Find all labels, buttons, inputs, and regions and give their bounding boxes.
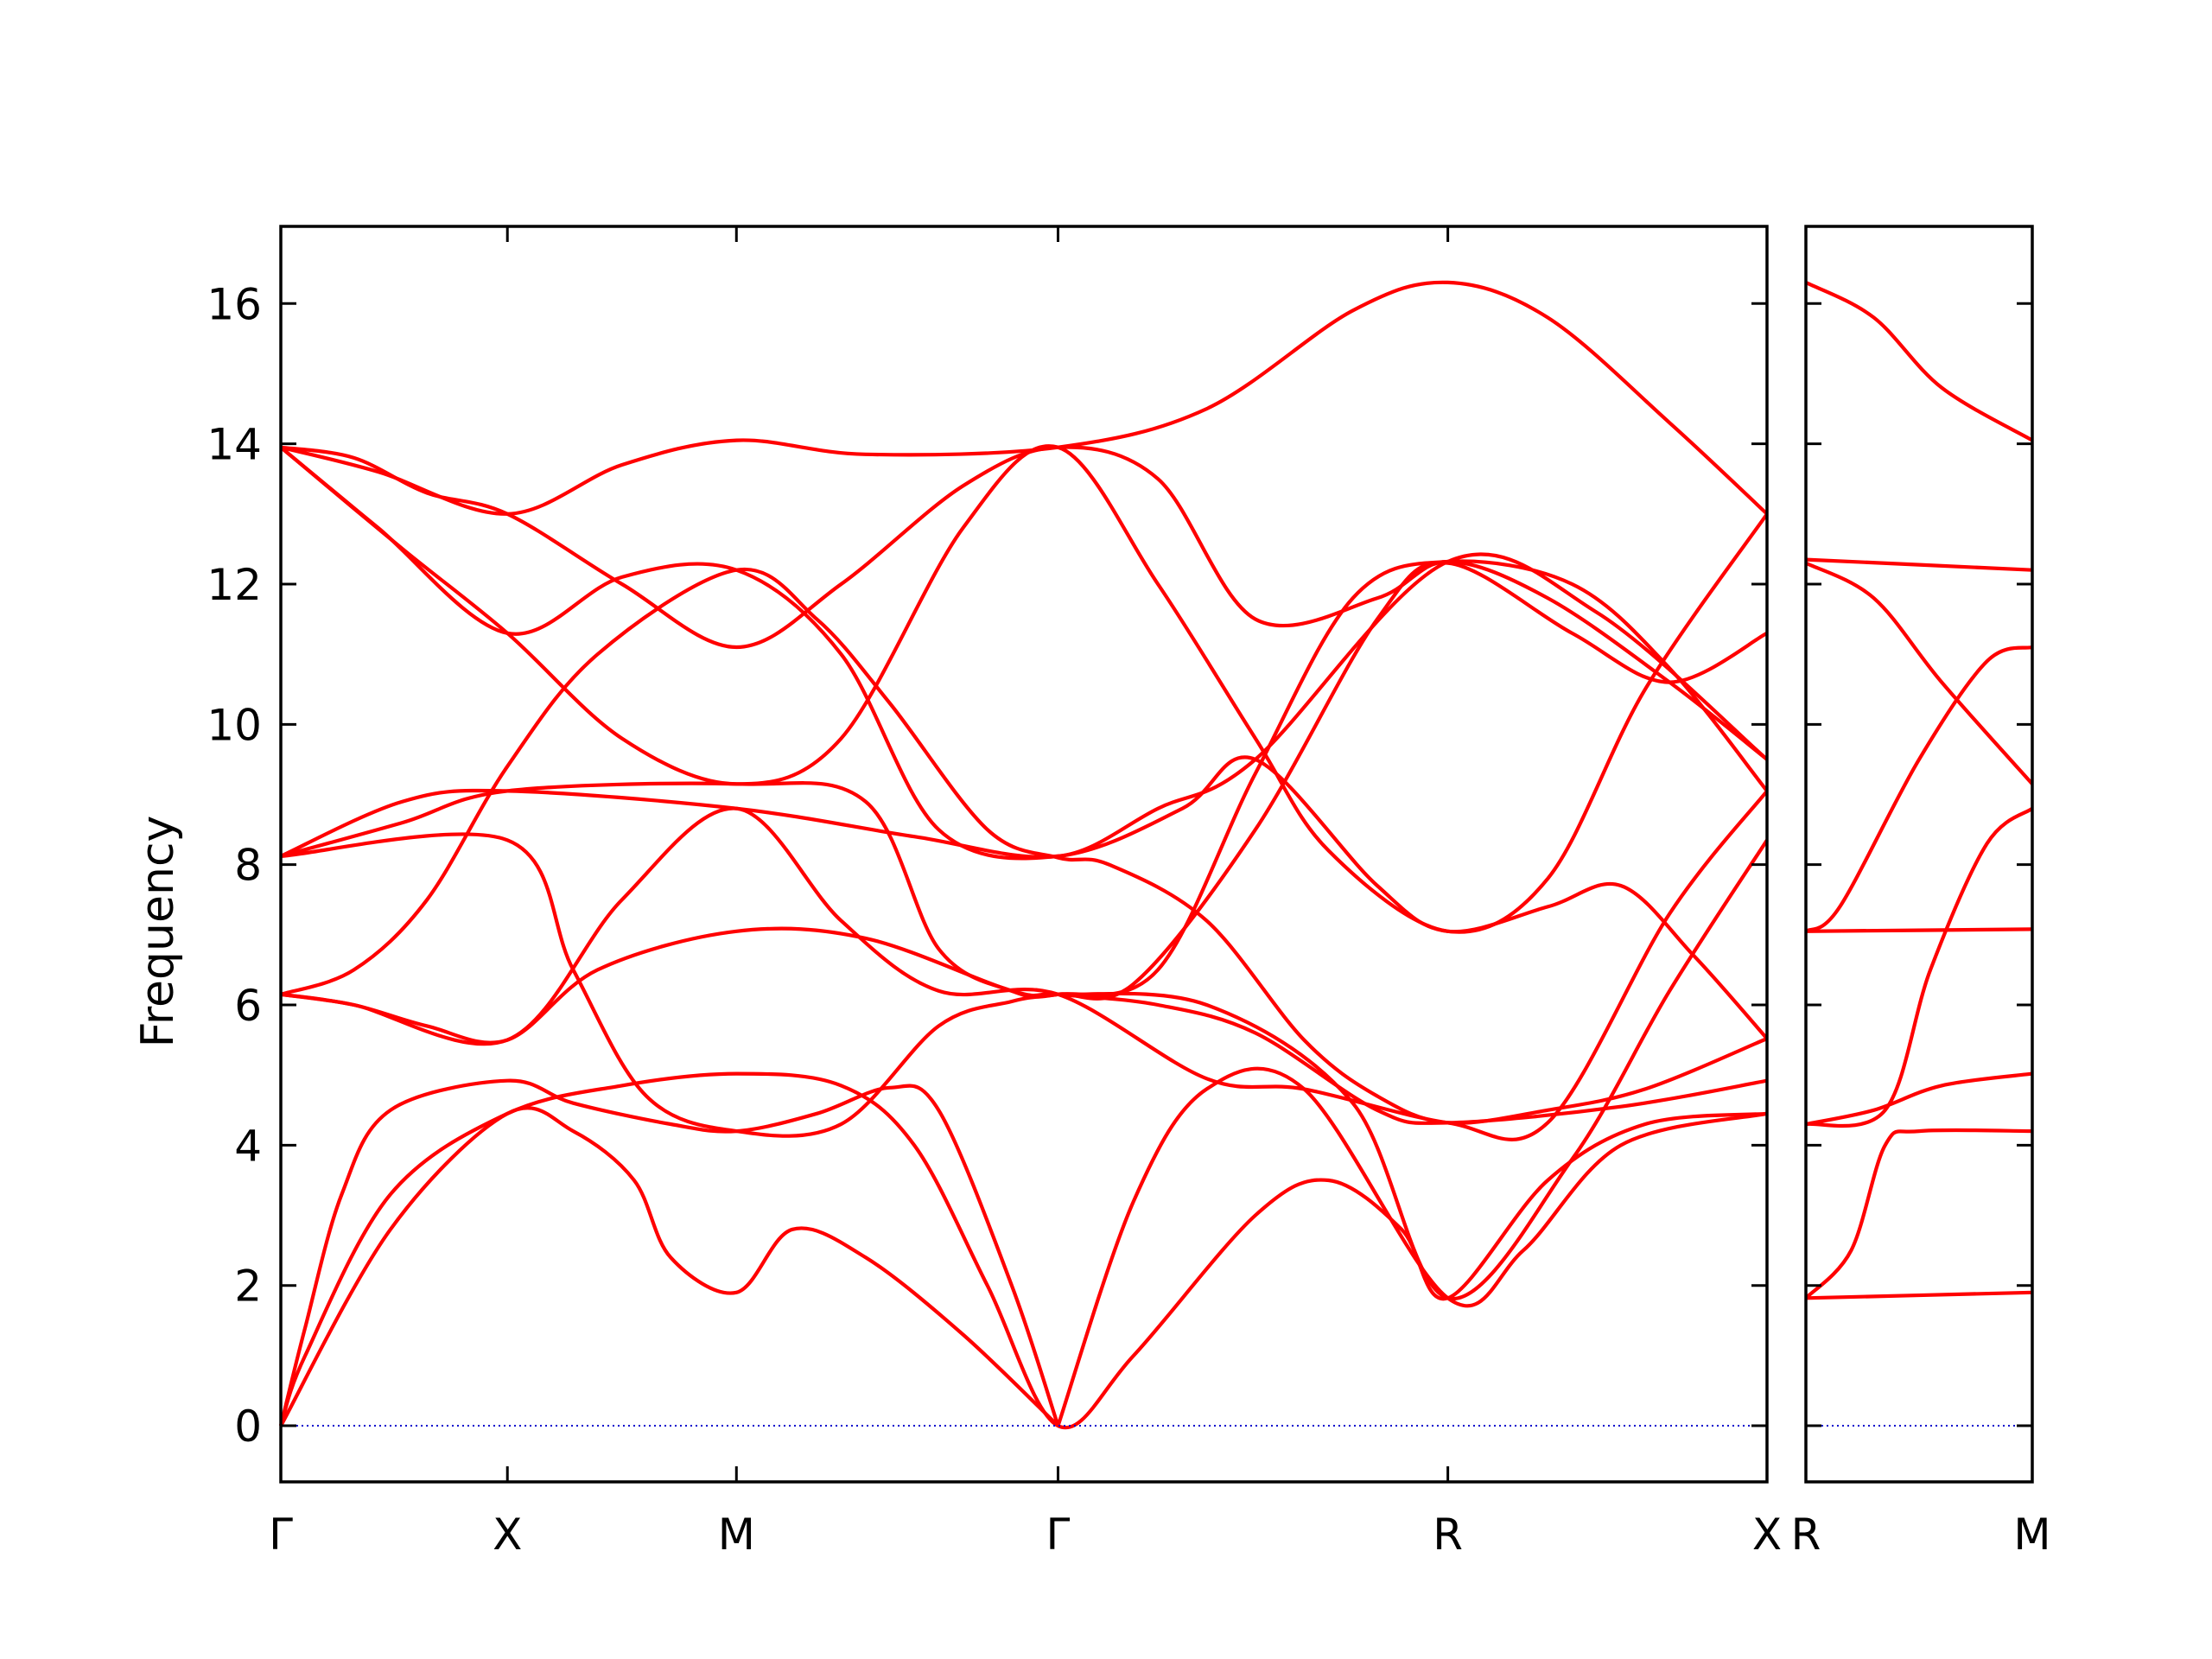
ytick-label-10: 10 [207, 700, 262, 750]
y-axis: 0 2 4 6 8 10 12 14 16 [207, 279, 262, 1452]
main-band-2 [279, 1106, 1059, 1427]
side-band-7 [1805, 1071, 2033, 1127]
ytick-label-6: 6 [234, 981, 262, 1031]
main-band-15 [1058, 839, 1769, 1301]
main-band-6 [280, 755, 1769, 1040]
main-band-12 [279, 1071, 1768, 1430]
ytick-label-0: 0 [234, 1402, 262, 1452]
side-band-8 [1804, 1128, 2033, 1300]
side-band-6 [1805, 806, 2034, 1128]
main-band-13 [279, 446, 1769, 861]
main-band-9 [280, 559, 1769, 999]
ytick-label-2: 2 [234, 1262, 262, 1312]
ytick-label-16: 16 [207, 279, 262, 329]
side-band-4 [1804, 645, 2033, 933]
main-bands [278, 280, 1769, 1430]
main-axes-frame [279, 225, 1769, 1484]
side-band-2 [1805, 557, 2033, 572]
main-xtick-label-Γ: Γ [269, 1510, 293, 1560]
side-band-3 [1805, 561, 2034, 785]
ytick-label-4: 4 [234, 1121, 262, 1171]
main-xtick-label-X: X [493, 1510, 522, 1560]
side-band-9 [1805, 1290, 2033, 1300]
side-xtick-label-M: M [2013, 1510, 2050, 1560]
main-band-11 [279, 444, 1769, 934]
main-band-1 [278, 1078, 1060, 1427]
main-xtick-label-R: R [1433, 1510, 1463, 1560]
main-xtick-label-X: X [1752, 1510, 1782, 1560]
side-xtick-label-R: R [1791, 1510, 1821, 1560]
y-axis-label: Frequency [132, 816, 184, 1048]
ytick-label-8: 8 [234, 841, 262, 891]
side-band-5 [1805, 927, 2033, 933]
side-axes-frame [1804, 225, 2034, 1484]
main-band-7 [280, 445, 1769, 761]
main-band-3 [280, 926, 1768, 1125]
main-band-14 [1056, 1066, 1768, 1427]
ytick-label-12: 12 [207, 560, 262, 610]
main-xtick-label-M: M [718, 1510, 755, 1560]
ytick-label-14: 14 [207, 420, 262, 470]
main-band-10 [280, 790, 1769, 1141]
main-xtick-label-Γ: Γ [1046, 1510, 1071, 1560]
main-band-8 [280, 280, 1769, 516]
side-bands [1804, 281, 2034, 1300]
side-band-1 [1805, 281, 2034, 442]
